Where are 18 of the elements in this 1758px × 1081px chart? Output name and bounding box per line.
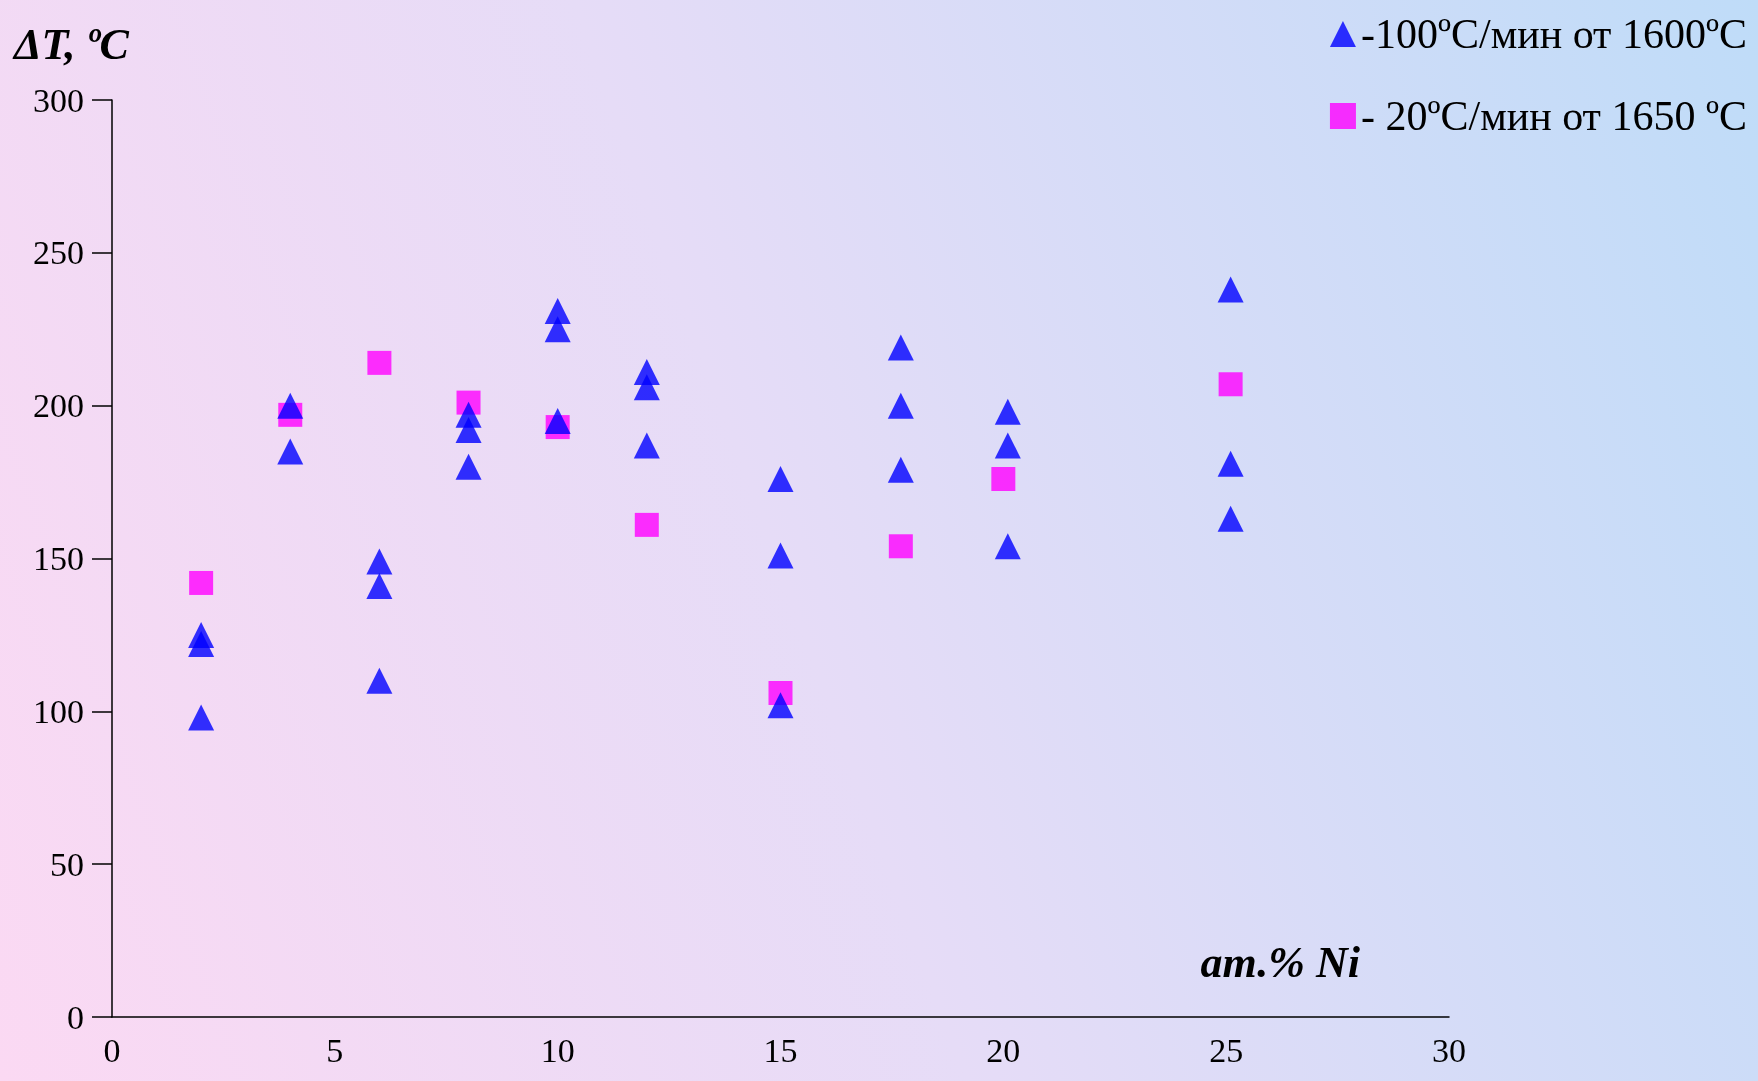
x-axis-title: ат.% Ni <box>1200 937 1361 987</box>
y-tick-label: 200 <box>33 387 84 425</box>
y-tick-label: 250 <box>33 234 84 272</box>
x-tick-label: 20 <box>986 1031 1021 1069</box>
y-tick-label: 150 <box>33 540 84 577</box>
y-tick-label: 50 <box>50 845 84 883</box>
x-tick-label: 15 <box>763 1031 798 1069</box>
y-tick-label: 100 <box>33 692 84 730</box>
legend-label: - 20ºC/мин от 1650 ºC <box>1360 93 1747 139</box>
x-tick-label: 5 <box>326 1031 344 1069</box>
x-tick-label: 30 <box>1432 1031 1466 1069</box>
y-axis-title: ΔT, ºC <box>12 19 130 69</box>
x-tick-label: 25 <box>1209 1031 1244 1069</box>
legend-label: -100ºC/мин от 1600ºC <box>1360 11 1747 57</box>
y-tick-label: 0 <box>67 998 84 1036</box>
x-tick-label: 10 <box>540 1031 575 1069</box>
y-tick-label: 300 <box>33 81 84 119</box>
x-tick-label: 0 <box>103 1031 121 1069</box>
